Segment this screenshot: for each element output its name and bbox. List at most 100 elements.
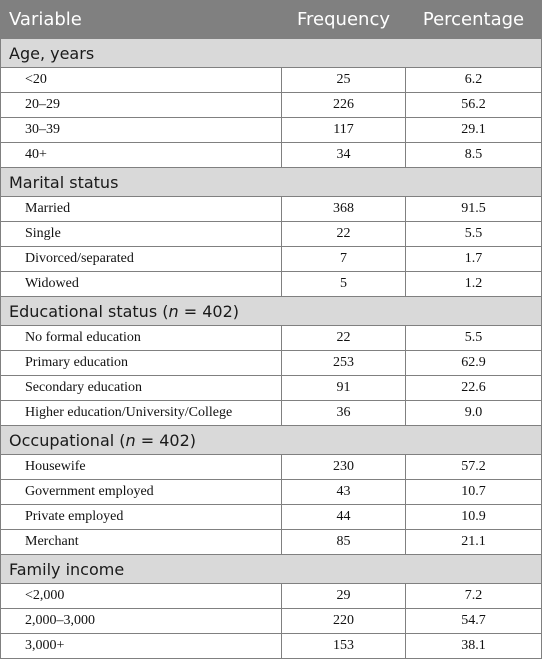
row-frequency: 368	[281, 196, 406, 222]
row-frequency: 91	[281, 375, 406, 401]
section-title-tail: = 402)	[178, 301, 239, 321]
row-percentage: 29.1	[405, 117, 542, 143]
table-row: Higher education/University/College 36 9.0	[0, 400, 542, 426]
section-title: Family income	[0, 554, 542, 584]
header-frequency: Frequency	[281, 0, 406, 39]
row-percentage: 1.7	[405, 246, 542, 272]
row-frequency: 22	[281, 221, 406, 247]
row-percentage: 38.1	[405, 633, 542, 659]
row-label: Widowed	[0, 271, 282, 297]
row-percentage: 9.0	[405, 400, 542, 426]
row-frequency: 25	[281, 67, 406, 93]
section-title: Marital status	[0, 167, 542, 197]
row-percentage: 6.2	[405, 67, 542, 93]
header-variable: Variable	[0, 0, 282, 39]
row-frequency: 117	[281, 117, 406, 143]
row-label: 2,000–3,000	[0, 608, 282, 634]
table-row: Divorced/separated 7 1.7	[0, 246, 542, 272]
table-row: Married 368 91.5	[0, 196, 542, 222]
row-label: 30–39	[0, 117, 282, 143]
table-header: Variable Frequency Percentage	[0, 0, 542, 39]
row-frequency: 253	[281, 350, 406, 376]
table-row: Widowed 5 1.2	[0, 271, 542, 297]
section-row: Educational status (n = 402)	[0, 296, 542, 326]
row-label: 20–29	[0, 92, 282, 118]
table-row: Merchant 85 21.1	[0, 529, 542, 555]
table-body: Age, years <20 25 6.2 20–29 226 56.2 30–39 117 29…	[0, 38, 542, 659]
row-percentage: 5.5	[405, 221, 542, 247]
row-label: 40+	[0, 142, 282, 168]
row-label: Private employed	[0, 504, 282, 530]
row-frequency: 34	[281, 142, 406, 168]
row-label: Secondary education	[0, 375, 282, 401]
row-label: <20	[0, 67, 282, 93]
table-row: 2,000–3,000 220 54.7	[0, 608, 542, 634]
row-frequency: 36	[281, 400, 406, 426]
row-frequency: 7	[281, 246, 406, 272]
row-frequency: 153	[281, 633, 406, 659]
row-label: <2,000	[0, 583, 282, 609]
row-frequency: 44	[281, 504, 406, 530]
row-percentage: 10.7	[405, 479, 542, 505]
row-frequency: 220	[281, 608, 406, 634]
row-label: Merchant	[0, 529, 282, 555]
section-title: Occupational (n = 402)	[0, 425, 542, 455]
row-label: Primary education	[0, 350, 282, 376]
row-percentage: 8.5	[405, 142, 542, 168]
header-percentage: Percentage	[405, 0, 542, 39]
section-title: Educational status (n = 402)	[0, 296, 542, 326]
section-row: Family income	[0, 554, 542, 584]
row-percentage: 10.9	[405, 504, 542, 530]
row-percentage: 5.5	[405, 325, 542, 351]
table-row: Secondary education 91 22.6	[0, 375, 542, 401]
row-percentage: 21.1	[405, 529, 542, 555]
row-label: Divorced/separated	[0, 246, 282, 272]
section-row: Occupational (n = 402)	[0, 425, 542, 455]
row-percentage: 22.6	[405, 375, 542, 401]
row-percentage: 91.5	[405, 196, 542, 222]
row-percentage: 54.7	[405, 608, 542, 634]
row-percentage: 56.2	[405, 92, 542, 118]
row-percentage: 62.9	[405, 350, 542, 376]
section-row: Marital status	[0, 167, 542, 197]
table-row: No formal education 22 5.5	[0, 325, 542, 351]
section-title-text: Marital status	[9, 172, 119, 192]
row-label: Housewife	[0, 454, 282, 480]
row-percentage: 7.2	[405, 583, 542, 609]
row-label: Higher education/University/College	[0, 400, 282, 426]
row-frequency: 85	[281, 529, 406, 555]
table-row: Private employed 44 10.9	[0, 504, 542, 530]
table-row: Housewife 230 57.2	[0, 454, 542, 480]
row-frequency: 5	[281, 271, 406, 297]
section-title-n: n	[125, 430, 136, 450]
section-title-tail: = 402)	[135, 430, 197, 450]
section-title-text: Family income	[9, 559, 125, 579]
table-row: 30–39 117 29.1	[0, 117, 542, 143]
header-row: Variable Frequency Percentage	[0, 0, 542, 39]
row-label: 3,000+	[0, 633, 282, 659]
table-row: 40+ 34 8.5	[0, 142, 542, 168]
row-frequency: 226	[281, 92, 406, 118]
table-row: Single 22 5.5	[0, 221, 542, 247]
table-row: <20 25 6.2	[0, 67, 542, 93]
section-row: Age, years	[0, 38, 542, 68]
table-row: Primary education 253 62.9	[0, 350, 542, 376]
row-frequency: 43	[281, 479, 406, 505]
table-row: <2,000 29 7.2	[0, 583, 542, 609]
table-row: 20–29 226 56.2	[0, 92, 542, 118]
row-label: Single	[0, 221, 282, 247]
row-percentage: 1.2	[405, 271, 542, 297]
row-frequency: 22	[281, 325, 406, 351]
row-percentage: 57.2	[405, 454, 542, 480]
row-frequency: 230	[281, 454, 406, 480]
section-title-text: Occupational (	[9, 430, 126, 450]
table-row: 3,000+ 153 38.1	[0, 633, 542, 659]
table-row: Government employed 43 10.7	[0, 479, 542, 505]
section-title-text: Educational status (	[9, 301, 169, 321]
row-frequency: 29	[281, 583, 406, 609]
section-title-n: n	[168, 301, 179, 321]
row-label: Married	[0, 196, 282, 222]
row-label: Government employed	[0, 479, 282, 505]
row-label: No formal education	[0, 325, 282, 351]
